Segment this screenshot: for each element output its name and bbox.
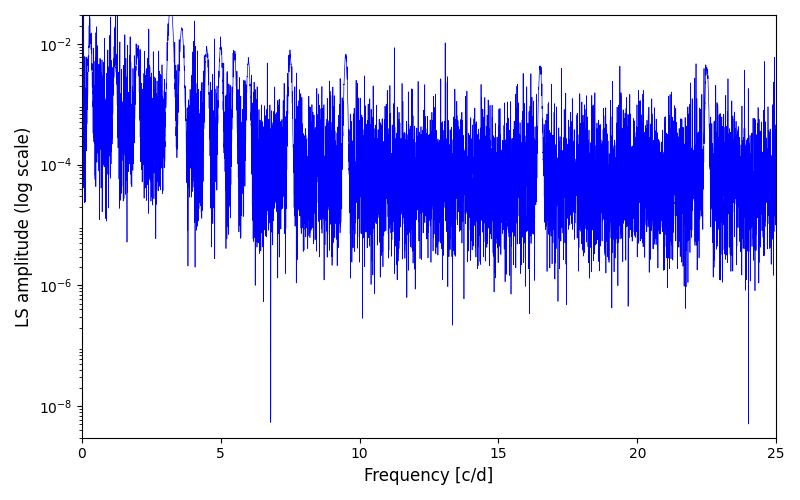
- X-axis label: Frequency [c/d]: Frequency [c/d]: [364, 467, 494, 485]
- Y-axis label: LS amplitude (log scale): LS amplitude (log scale): [15, 126, 33, 326]
